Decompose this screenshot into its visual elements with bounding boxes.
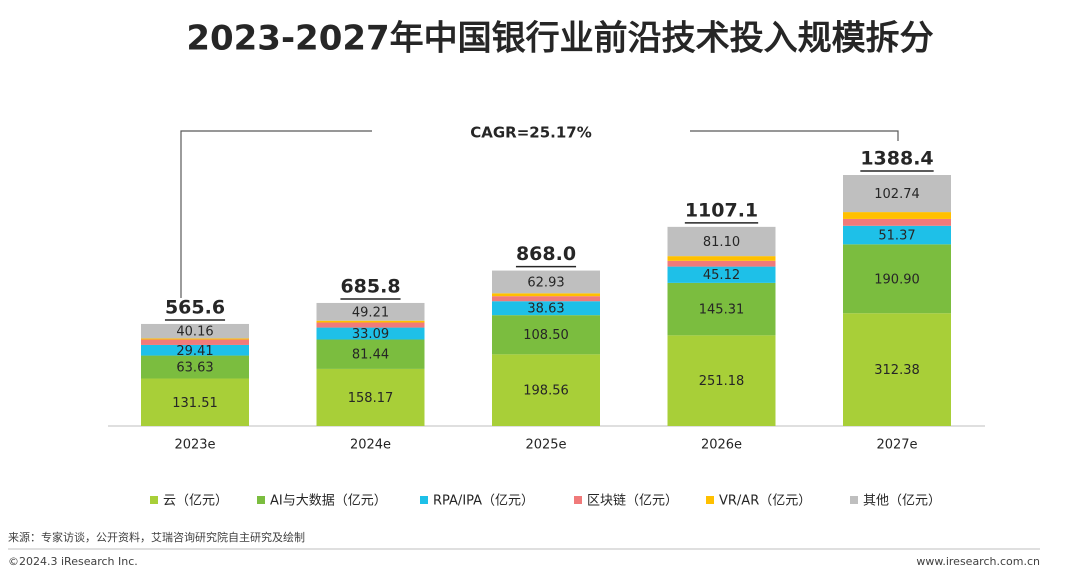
legend-label: VR/AR（亿元） xyxy=(719,494,811,509)
bar-segment xyxy=(843,212,951,219)
total-label: 868.0 xyxy=(516,243,576,265)
bar-segment xyxy=(843,175,951,213)
data-label: 251.18 xyxy=(699,374,745,389)
legend-swatch xyxy=(257,496,265,504)
bar-segment xyxy=(843,218,951,226)
data-label: 81.44 xyxy=(352,348,389,363)
data-label: 145.31 xyxy=(699,303,745,318)
total-label: 1388.4 xyxy=(860,148,933,170)
data-label: 49.21 xyxy=(352,305,389,320)
data-label: 45.12 xyxy=(703,268,740,283)
bar-segment xyxy=(492,296,600,302)
bar-segment xyxy=(843,313,951,426)
bar-segment xyxy=(316,327,425,340)
legend-swatch xyxy=(420,496,428,504)
data-label: 81.10 xyxy=(703,235,740,250)
bar-segment xyxy=(843,244,951,314)
legend-swatch xyxy=(150,496,158,504)
data-label: 102.74 xyxy=(874,187,920,202)
legend-label: 其他（亿元） xyxy=(863,494,941,509)
data-label: 29.41 xyxy=(176,344,213,359)
bar-segment xyxy=(492,315,600,355)
legend-swatch xyxy=(850,496,858,504)
data-label: 108.50 xyxy=(523,328,569,343)
bar-segment xyxy=(667,226,776,257)
bar-segment xyxy=(141,323,249,339)
chart-title: 2023-2027年中国银行业前沿技术投入规模拆分 xyxy=(186,19,933,59)
annotation: CAGR=25.17% xyxy=(470,124,592,142)
legend-label: AI与大数据（亿元） xyxy=(270,494,387,509)
copyright: ©2024.3 iResearch Inc. xyxy=(8,555,138,568)
total-label: 1107.1 xyxy=(685,199,758,221)
bar-segment xyxy=(667,266,776,283)
total-label: 565.6 xyxy=(165,296,225,318)
bar-segment xyxy=(141,339,249,345)
bar-segment xyxy=(316,368,425,426)
legend-label: 云（亿元） xyxy=(163,494,228,509)
bar-segment xyxy=(316,302,425,321)
data-label: 158.17 xyxy=(348,391,394,406)
bar-segment xyxy=(316,320,425,323)
x-tick-label: 2023e xyxy=(174,438,215,453)
bar-segment xyxy=(316,322,425,328)
bar-segment xyxy=(667,256,776,261)
x-tick-label: 2025e xyxy=(525,438,566,453)
source: 来源：专家访谈，公开资料，艾瑞咨询研究院自主研究及绘制 xyxy=(8,530,305,544)
data-label: 62.93 xyxy=(527,275,564,290)
x-tick-label: 2026e xyxy=(701,438,742,453)
bar-segment xyxy=(492,301,600,316)
bar-segment xyxy=(667,282,776,336)
data-label: 131.51 xyxy=(172,396,218,411)
data-label: 40.16 xyxy=(176,325,213,340)
bar-segment xyxy=(492,270,600,294)
bar-segment xyxy=(843,225,951,245)
data-label: 198.56 xyxy=(523,384,569,399)
bar-segment xyxy=(141,338,249,340)
total-label: 685.8 xyxy=(340,275,400,297)
bar-segment xyxy=(141,344,249,356)
bar-segment xyxy=(667,335,776,426)
bar-segment xyxy=(141,355,249,379)
legend-swatch xyxy=(706,496,714,504)
bar-segment xyxy=(667,260,776,267)
data-label: 33.09 xyxy=(352,327,389,342)
bar-segment xyxy=(492,354,600,426)
bar-segment xyxy=(141,378,249,426)
legend-label: 区块链（亿元） xyxy=(587,494,678,509)
bar-segment xyxy=(316,339,425,369)
data-label: 63.63 xyxy=(176,361,213,376)
data-label: 38.63 xyxy=(527,302,564,317)
legend-label: RPA/IPA（亿元） xyxy=(433,494,534,509)
legend-swatch xyxy=(574,496,582,504)
website: www.iresearch.com.cn xyxy=(916,555,1040,568)
x-tick-label: 2027e xyxy=(876,438,917,453)
data-label: 190.90 xyxy=(874,272,920,287)
data-label: 312.38 xyxy=(874,363,920,378)
x-tick-label: 2024e xyxy=(350,438,391,453)
cagr-bracket xyxy=(180,130,899,298)
data-label: 51.37 xyxy=(878,229,915,244)
bar-segment xyxy=(492,293,600,297)
